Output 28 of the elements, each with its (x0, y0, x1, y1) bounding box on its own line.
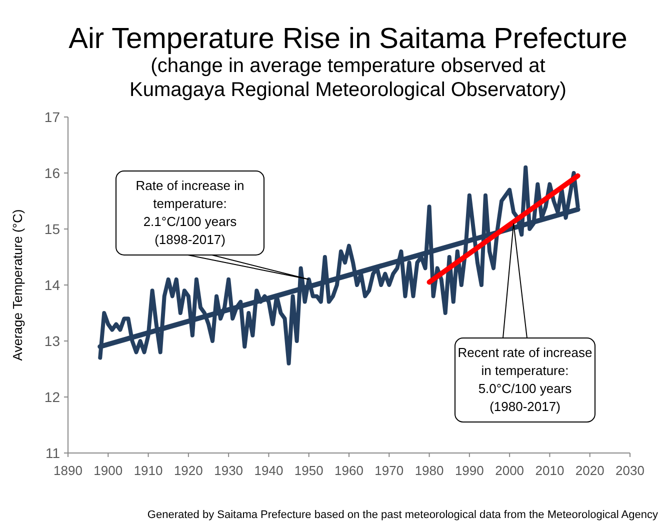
y-tick-label: 13 (44, 333, 60, 349)
x-tick-label: 1890 (54, 463, 82, 478)
x-tick-label: 1970 (374, 463, 404, 478)
chart-title: Air Temperature Rise in Saitama Prefecture (68, 23, 628, 55)
y-tick-label: 16 (44, 165, 60, 181)
annotation: Recent rate of increase in temperature: 5.0°C/100 years (1980-2017) (458, 345, 592, 414)
x-tick-label: 1920 (174, 463, 203, 478)
y-tick-label: 17 (44, 109, 60, 125)
y-tick-label: 15 (44, 221, 60, 237)
x-tick-label: 1950 (294, 463, 324, 478)
x-tick-label: 1940 (254, 463, 284, 478)
y-axis-title: Average Temperature (°C) (10, 209, 25, 361)
y-tick-label: 12 (44, 389, 60, 405)
x-tick-label: 2000 (495, 463, 524, 478)
x-tick-label: 1930 (214, 463, 244, 478)
annotation: Rate of increase in temperature: 2.1°C/100 years (1898-2017) (136, 178, 244, 247)
chart-subtitle: (change in average temperature observed at Kumagaya Regional Meteorological Observatory) (130, 55, 566, 101)
text: Generated by Saitama Prefecture based on the past meteorological data from the Meteorological Agency (147, 509, 658, 521)
x-tick-label: 2030 (616, 463, 644, 478)
y-tick-label: 11 (45, 445, 60, 461)
x-tick-label: 1900 (94, 463, 123, 478)
x-tick-label: 1990 (454, 463, 484, 478)
x-tick-label: 1980 (414, 463, 444, 478)
x-tick-label: 1910 (134, 463, 163, 478)
x-tick-label: 2020 (575, 463, 604, 478)
x-tick-label: 2010 (535, 463, 564, 478)
x-tick-label: 1960 (334, 463, 364, 478)
y-tick-label: 14 (44, 277, 60, 293)
